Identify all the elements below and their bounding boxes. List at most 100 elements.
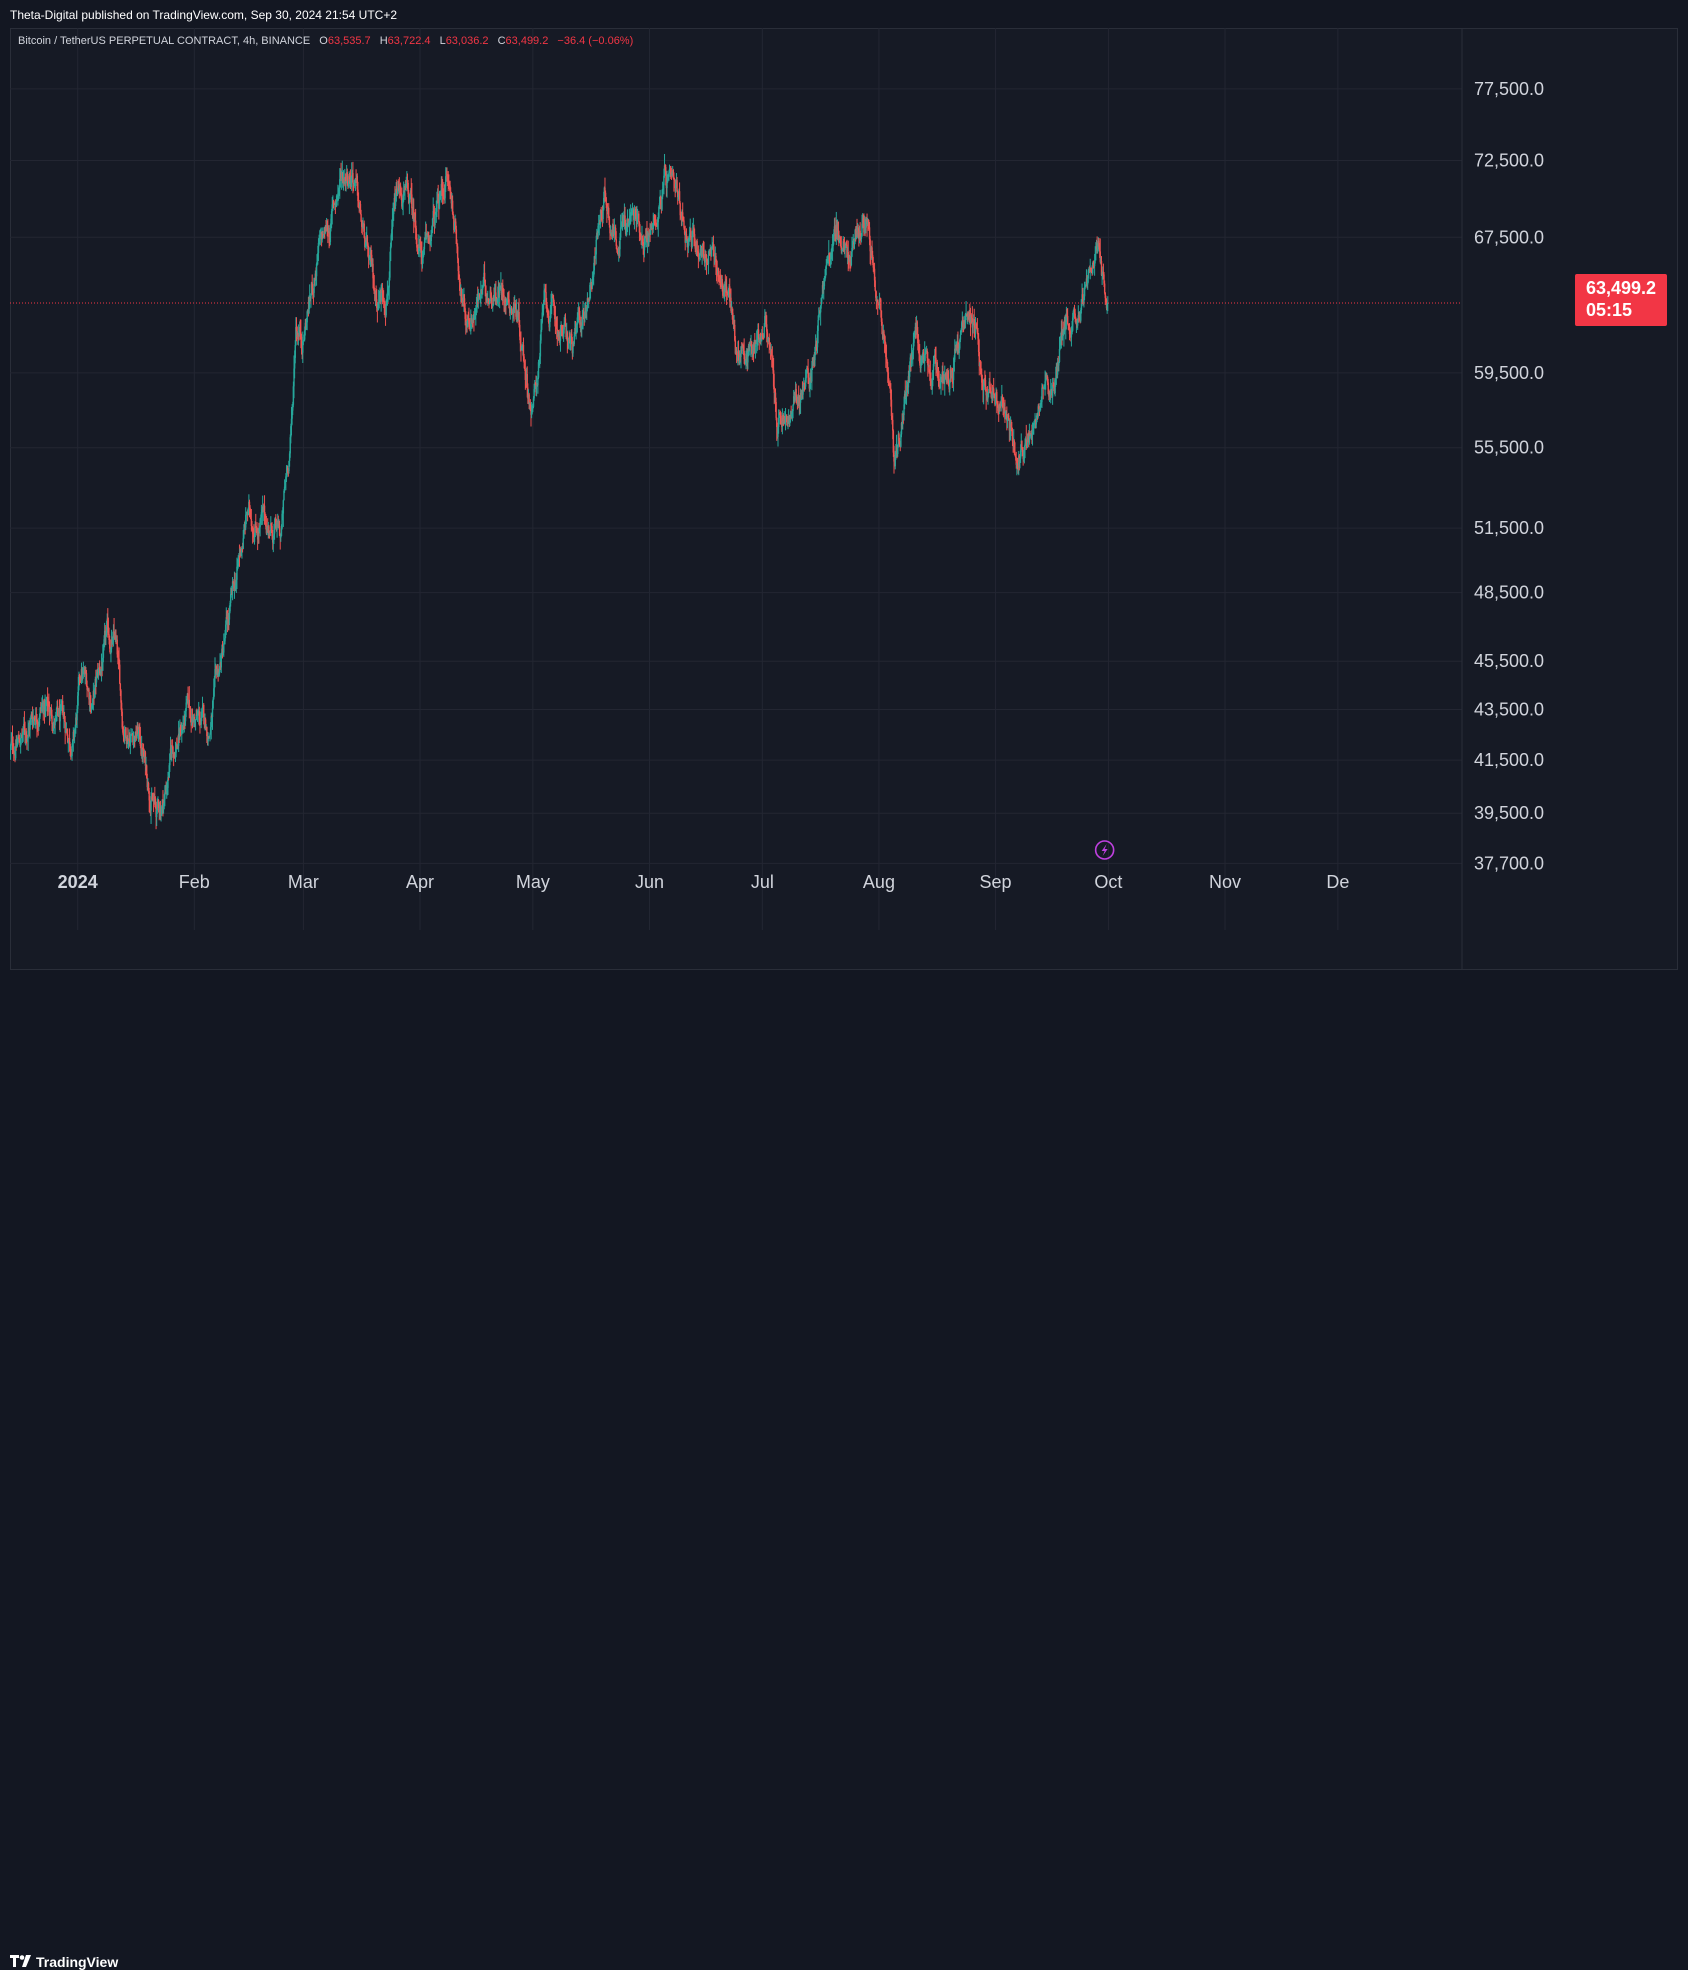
candle-body	[979, 364, 982, 371]
candle-body	[1073, 308, 1076, 314]
candle-body	[592, 270, 595, 277]
candle-body	[77, 686, 80, 696]
candle-body	[505, 298, 507, 305]
candle-body	[1053, 385, 1055, 388]
candle-body	[157, 800, 160, 808]
candle-body	[164, 792, 166, 800]
legend-symbol[interactable]: Bitcoin / TetherUS PERPETUAL CONTRACT, 4…	[18, 35, 311, 47]
candle-body	[962, 320, 964, 328]
candle-body	[488, 301, 491, 304]
symbol-legend[interactable]: Bitcoin / TetherUS PERPETUAL CONTRACT, 4…	[18, 35, 633, 47]
candle-body	[780, 415, 782, 424]
candle-body	[208, 736, 211, 738]
candle-body	[315, 263, 318, 277]
candle-body	[867, 219, 869, 222]
candle-body	[465, 318, 467, 325]
candle-body	[1090, 267, 1092, 270]
candle-body	[502, 292, 505, 296]
candle-body	[939, 382, 942, 388]
candle-body	[1037, 406, 1039, 417]
candle-body	[619, 227, 622, 238]
candle-body	[792, 404, 794, 412]
candle-body	[581, 326, 583, 328]
candle-body	[337, 193, 339, 196]
candle-body	[541, 312, 543, 323]
candle-body	[660, 197, 662, 205]
candle-body	[1028, 432, 1031, 443]
candle-body	[452, 214, 454, 219]
last-price-value: 63,499.2	[1586, 278, 1657, 298]
candle-body	[215, 666, 217, 674]
candle-body	[727, 289, 730, 295]
price-tick-label: 59,500.0	[1474, 363, 1544, 383]
candle-body	[186, 699, 188, 703]
candle-body	[282, 500, 285, 514]
candle-body	[932, 370, 934, 380]
candle-body	[549, 309, 552, 319]
candle-body	[1085, 284, 1087, 286]
candle-body	[600, 209, 602, 214]
candle-body	[690, 229, 692, 240]
candle-body	[383, 302, 385, 307]
candle-body	[234, 585, 237, 588]
candle-body	[663, 165, 666, 176]
candle-body	[120, 702, 123, 712]
candle-body	[406, 179, 409, 183]
candle-body	[912, 350, 914, 360]
candle-body	[189, 708, 192, 719]
candle-body	[428, 235, 430, 239]
time-tick-label: Feb	[179, 872, 210, 892]
candle-body	[582, 313, 585, 315]
candlestick-chart[interactable]: 77,500.0 72,500.0 67,500.0 59,500.0 55,500.0…	[10, 28, 1678, 970]
candle-body	[602, 209, 604, 220]
candle-body	[954, 348, 956, 360]
candle-body	[177, 745, 179, 747]
candle-body	[335, 195, 338, 202]
candle-body	[804, 378, 807, 387]
candle-body	[453, 224, 456, 231]
candle-body	[519, 324, 521, 337]
candle-body	[893, 452, 895, 462]
candle-body	[169, 753, 171, 766]
time-tick-label: Jul	[751, 872, 774, 892]
candle-body	[1095, 250, 1097, 254]
candle-body	[668, 168, 671, 173]
candle-body	[353, 183, 355, 185]
candle-body	[145, 765, 148, 778]
candle-body	[176, 745, 179, 749]
candle-body	[77, 695, 79, 709]
time-tick-label: De	[1326, 872, 1349, 892]
candle-body	[492, 296, 495, 305]
candle-body	[869, 239, 871, 252]
candle-body	[984, 379, 987, 389]
tradingview-logo[interactable]: TradingView	[10, 1954, 118, 1970]
candle-body	[655, 223, 658, 226]
candle-body	[242, 538, 244, 549]
candle-body	[642, 242, 644, 246]
candle-body	[1063, 331, 1065, 336]
candle-body	[495, 292, 497, 298]
candle-body	[396, 188, 398, 195]
candle-body	[891, 415, 893, 420]
candle-body	[803, 382, 805, 388]
candle-body	[871, 247, 873, 256]
candle-body	[456, 246, 459, 259]
candle-body	[15, 746, 17, 748]
candle-body	[25, 731, 28, 738]
candle-body	[503, 295, 505, 304]
price-tick-label: 67,500.0	[1474, 227, 1544, 247]
candle-body	[298, 335, 300, 337]
candle-body	[839, 238, 842, 247]
candle-body	[397, 186, 399, 194]
candle-body	[44, 706, 46, 711]
candle-body	[1051, 385, 1054, 397]
candle-body	[526, 374, 528, 388]
candle-body	[874, 280, 876, 291]
candle-body	[159, 808, 162, 816]
candle-body	[236, 566, 238, 580]
candle-body	[1023, 458, 1025, 460]
candle-body	[697, 250, 699, 252]
candle-body	[79, 677, 81, 679]
candle-body	[194, 720, 196, 724]
candle-body	[450, 191, 452, 194]
